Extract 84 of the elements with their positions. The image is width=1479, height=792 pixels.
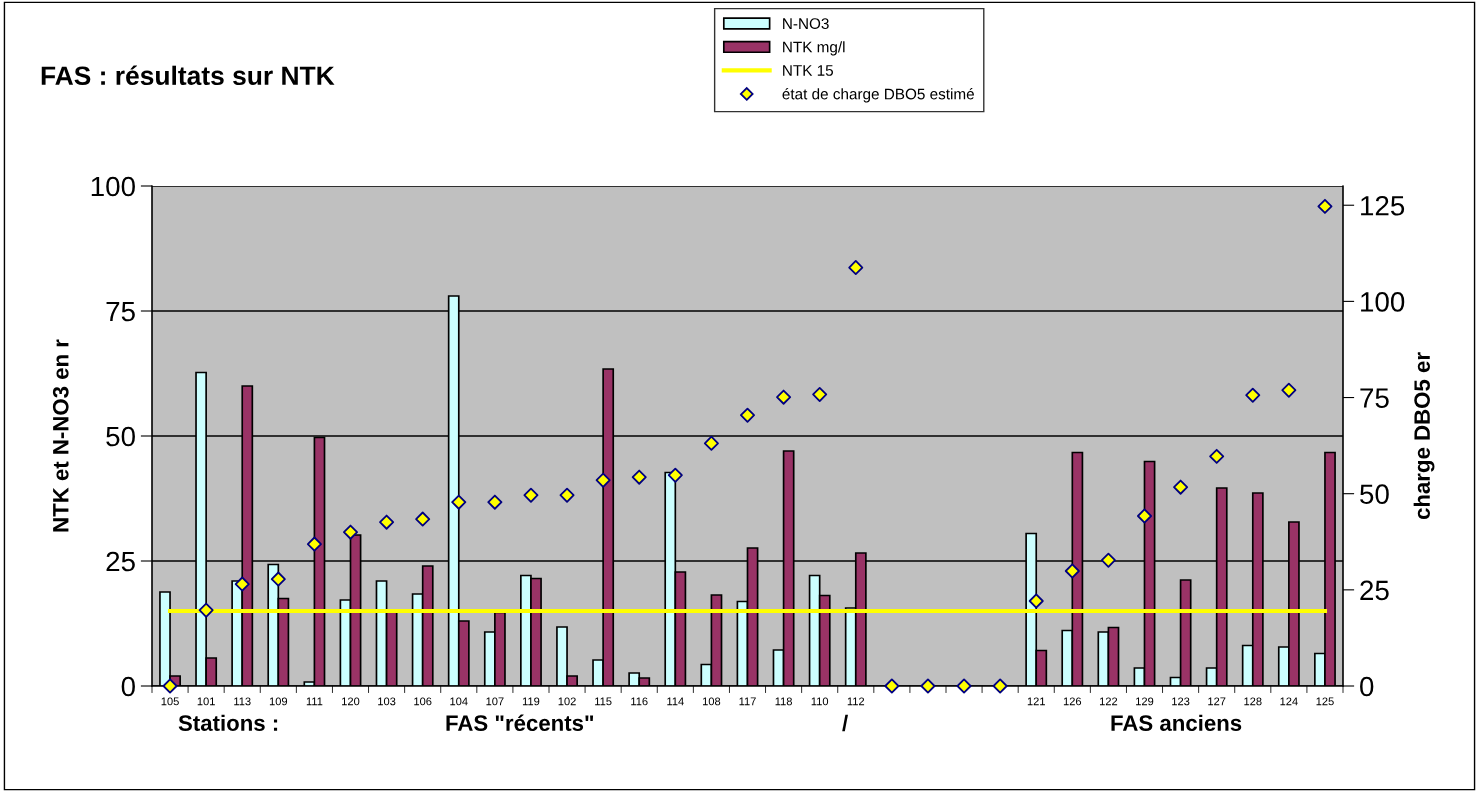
point [306,536,322,552]
point [667,467,683,483]
point [920,678,936,694]
x-tick-label: 110 [811,697,829,706]
point [1245,387,1261,403]
point [1028,593,1044,609]
x-tick-label: 127 [1208,697,1226,706]
point [1100,552,1116,568]
x-tick-label: 114 [667,697,684,706]
y2-axis-title: charge DBO5 er [1413,352,1435,520]
point [703,435,719,451]
point [631,469,647,485]
x-tick-label: 128 [1244,697,1262,706]
point [1064,563,1080,579]
point [776,389,792,405]
x-tick-label: 119 [522,697,540,706]
y-tick-label: 100 [91,176,135,197]
x-tick-label: 104 [450,697,468,706]
x-tick-label: 120 [342,697,360,706]
point [812,386,828,402]
x-tick-label: 102 [558,697,576,706]
text: FAS "récents" [446,714,594,731]
point [1281,382,1297,398]
x-tick-label: 107 [486,697,504,706]
y2-tick-label: 75 [1360,388,1389,408]
x-tick-label: 125 [1316,697,1334,706]
x-tick-label: 116 [631,697,648,706]
x-tick-label: 121 [1027,697,1045,706]
point [270,571,286,587]
point [523,487,539,503]
point [740,407,755,423]
text: Stations : [178,714,278,731]
x-tick-label: 103 [378,697,396,706]
y2-tick-label: 50 [1360,484,1389,505]
x-tick-label: 101 [197,697,215,706]
y-tick-label: 75 [106,301,135,322]
chart-title: FAS : résultats sur NTK [41,65,335,86]
x-tick-label: 122 [1099,697,1118,706]
y-axis-title: NTK et N-NO3 en r [52,339,69,532]
legend-label: N-NO3 [783,18,829,30]
y2-tick-label: 25 [1360,580,1389,601]
y-tick-label: 0 [121,676,135,697]
point [992,678,1008,694]
point [884,678,900,694]
point [487,494,503,510]
point [595,472,611,488]
x-tick-label: 108 [702,697,721,706]
x-tick-label: 129 [1136,697,1154,706]
point [956,678,972,694]
point [162,678,178,694]
x-tick-label: 106 [414,697,432,706]
legend-label: NTK 15 [783,65,834,76]
point [379,514,395,530]
legend-label: NTK mg/l [783,41,845,56]
x-tick-label: 123 [1172,697,1190,706]
x-tick-label: 118 [775,697,792,706]
x-tick-label: 126 [1063,697,1082,706]
x-tick-label: 124 [1280,697,1298,706]
point [234,576,250,592]
x-tick-label: 115 [595,697,612,706]
point [415,511,431,527]
text: / [842,714,848,732]
legend-label: état de charge DBO5 estimé [782,88,974,103]
x-tick-label: 111 [306,697,323,706]
point [559,487,575,503]
point [1173,479,1189,495]
point [343,524,358,540]
y2-tick-label: 100 [1361,292,1405,312]
x-tick-label: 109 [269,697,288,706]
x-tick-label: 113 [234,697,251,706]
y2-tick-label: 125 [1361,195,1405,216]
x-tick-label: 105 [161,697,179,706]
point [1317,198,1333,214]
y-tick-label: 50 [106,426,135,447]
point [198,602,214,618]
y2-tick-label: 0 [1360,676,1374,697]
point [1137,508,1152,524]
point [1209,448,1225,464]
text: FAS anciens [1111,714,1242,731]
point [451,494,467,510]
x-tick-label: 117 [739,697,756,706]
point [848,260,864,276]
x-tick-label: 112 [847,697,865,706]
y-tick-label: 25 [106,551,135,572]
